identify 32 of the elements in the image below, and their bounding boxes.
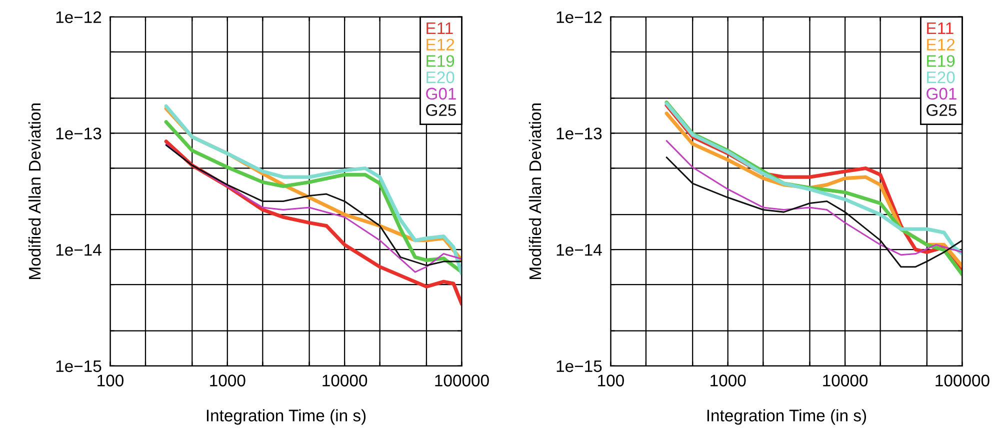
text: E19 — [927, 55, 955, 67]
text: E11 — [927, 22, 954, 34]
x-tick-label: 100000 — [936, 374, 990, 386]
text: G25 — [426, 104, 456, 116]
x-tick-label: 1000 — [210, 374, 246, 386]
y-tick-label: 1e−14 — [556, 244, 602, 256]
x-tick-label: 100000 — [435, 374, 489, 386]
text: E20 — [426, 71, 454, 84]
text: E19 — [426, 55, 454, 67]
x-tick-label: 100 — [598, 374, 624, 386]
x-axis-title: Integration Time (in s) — [707, 409, 866, 425]
y-tick-label: 1e−15 — [556, 360, 602, 372]
y-tick-label: 1e−14 — [56, 244, 102, 256]
text: E20 — [927, 71, 955, 84]
y-axis-title: Modified Allan Deviation — [528, 104, 542, 279]
text: G01 — [426, 88, 456, 100]
text: E11 — [426, 22, 453, 34]
y-axis-title: Modified Allan Deviation — [28, 104, 41, 279]
x-tick-label: 10000 — [322, 374, 368, 386]
y-tick-label: 1e−15 — [56, 360, 102, 372]
text: E12 — [927, 38, 955, 50]
y-tick-label: 1e−13 — [56, 128, 102, 140]
x-tick-label: 1000 — [710, 374, 746, 386]
text: E12 — [426, 38, 454, 50]
y-tick-label: 1e−12 — [56, 11, 102, 24]
x-axis-title: Integration Time (in s) — [206, 409, 366, 425]
y-tick-label: 1e−12 — [556, 11, 602, 24]
x-tick-label: 100 — [98, 374, 124, 386]
y-tick-label: 1e−13 — [556, 128, 602, 140]
x-tick-label: 10000 — [823, 374, 868, 386]
text: G25 — [926, 104, 957, 116]
text: G01 — [926, 88, 956, 100]
